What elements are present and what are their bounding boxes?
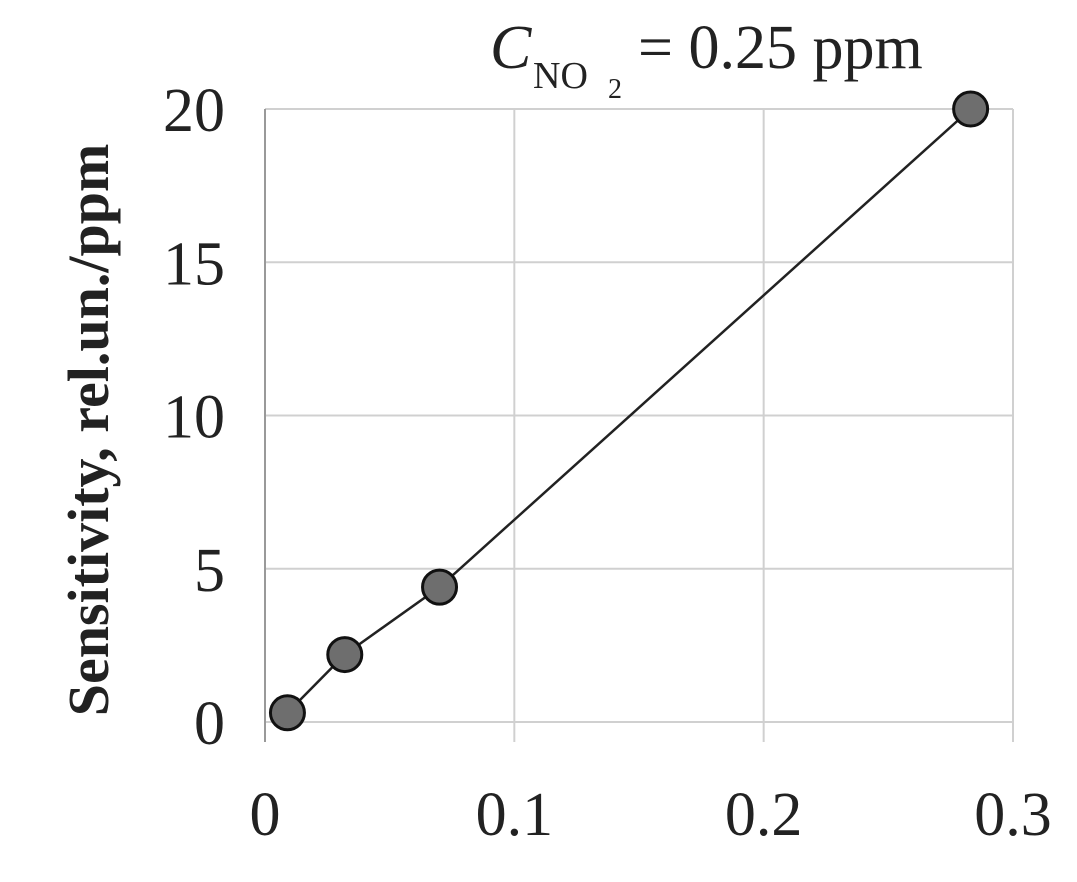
y-tick-label: 5 — [194, 537, 225, 605]
x-tick-label: 0 — [250, 781, 281, 849]
annotation-subscript: NO — [533, 55, 588, 97]
y-tick-label: 10 — [163, 384, 225, 452]
y-axis-label: Sensitivity, rel.un./ppm — [56, 144, 121, 717]
annotation-subsubscript: 2 — [608, 74, 622, 105]
y-tick-label: 0 — [194, 690, 225, 758]
annotation-symbol: C — [490, 14, 532, 82]
x-tick-label: 0.2 — [725, 781, 803, 849]
annotation-text: = 0.25 ppm — [638, 14, 923, 82]
x-tick-label: 0.1 — [476, 781, 554, 849]
y-tick-label: 15 — [163, 230, 225, 298]
point — [326, 636, 364, 674]
point — [421, 568, 459, 606]
y-tick-label: 20 — [163, 77, 225, 145]
point — [952, 90, 990, 128]
series-line — [286, 108, 972, 714]
point — [268, 694, 306, 732]
x-tick-label: 0.3 — [974, 781, 1052, 849]
